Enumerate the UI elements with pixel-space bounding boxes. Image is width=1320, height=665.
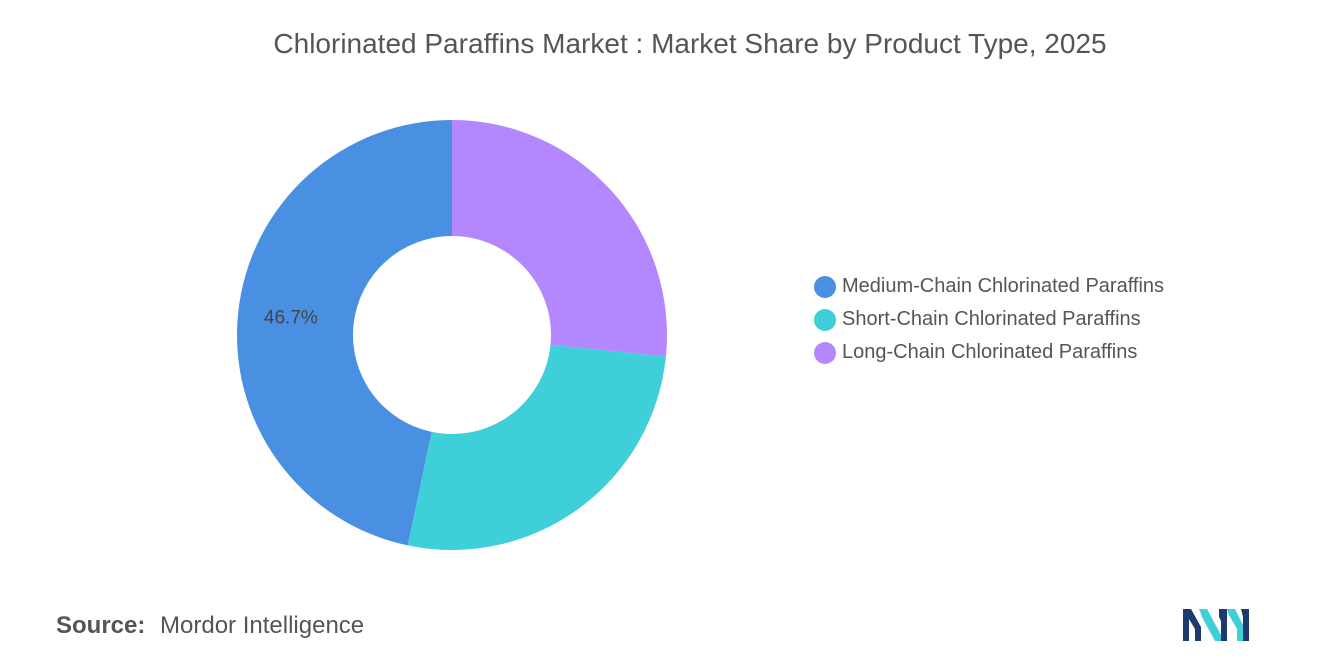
slice-labels: 46.7% <box>264 307 318 328</box>
legend-swatch-icon <box>814 341 836 364</box>
legend-label: Medium-Chain Chlorinated Paraffins <box>842 275 1165 297</box>
legend-label: Long-Chain Chlorinated Paraffins <box>842 341 1138 363</box>
donut-slices <box>237 120 667 550</box>
chart-title: Chlorinated Paraffins Market : Market Sh… <box>273 28 1107 59</box>
slice-medium-chain-chlorinated-paraffins <box>237 120 452 546</box>
chart-legend: Medium-Chain Chlorinated Paraffins Short-… <box>814 270 1164 369</box>
legend-swatch-icon <box>814 275 836 298</box>
legend-item: Medium-Chain Chlorinated Paraffins <box>814 270 1164 303</box>
source-note: Source: Mordor Intelligence <box>56 612 364 640</box>
mordor-intelligence-logo-icon <box>1183 609 1249 641</box>
source-label: Source: <box>56 612 146 639</box>
legend-item: Long-Chain Chlorinated Paraffins <box>814 336 1164 369</box>
data-label-0: 46.7% <box>264 307 318 328</box>
slice-long-chain-chlorinated-paraffins <box>452 120 667 357</box>
slice-short-chain-chlorinated-paraffins <box>407 344 666 550</box>
legend-label: Short-Chain Chlorinated Paraffins <box>842 308 1141 330</box>
legend-swatch-icon <box>814 308 836 331</box>
source-text: Mordor Intelligence <box>160 612 365 639</box>
legend-item: Short-Chain Chlorinated Paraffins <box>814 303 1164 336</box>
